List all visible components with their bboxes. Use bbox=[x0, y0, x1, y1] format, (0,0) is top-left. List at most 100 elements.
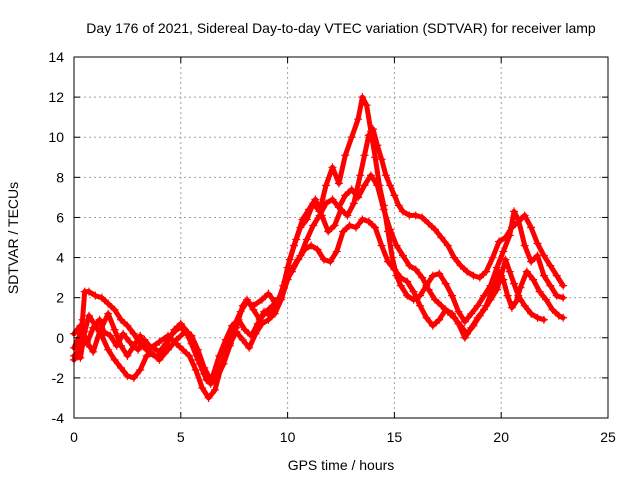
data-point bbox=[366, 171, 375, 180]
data-point bbox=[221, 335, 230, 344]
data-point bbox=[215, 351, 224, 360]
data-point bbox=[129, 341, 138, 350]
data-point bbox=[268, 301, 277, 310]
data-point bbox=[104, 309, 113, 318]
data-point bbox=[437, 301, 446, 310]
data-point bbox=[497, 271, 506, 280]
data-point bbox=[360, 181, 369, 190]
data-point bbox=[129, 373, 138, 382]
data-point bbox=[510, 279, 519, 288]
data-point bbox=[428, 271, 437, 280]
data-point bbox=[454, 319, 463, 328]
data-point bbox=[257, 295, 266, 304]
data-point bbox=[328, 163, 337, 172]
data-point bbox=[136, 339, 145, 348]
data-point bbox=[467, 323, 476, 332]
data-point bbox=[430, 225, 439, 234]
data-point bbox=[339, 227, 348, 236]
data-point bbox=[398, 251, 407, 260]
y-tick-label: 14 bbox=[48, 49, 64, 65]
data-point bbox=[527, 257, 536, 266]
data-point bbox=[501, 255, 510, 264]
data-point bbox=[437, 233, 446, 242]
data-point bbox=[78, 315, 87, 324]
data-point bbox=[206, 379, 215, 388]
data-point bbox=[403, 291, 412, 300]
data-point bbox=[512, 297, 521, 306]
data-point bbox=[116, 341, 125, 350]
data-point bbox=[373, 141, 382, 150]
data-point bbox=[486, 295, 495, 304]
data-point bbox=[501, 233, 510, 242]
data-point bbox=[193, 355, 202, 364]
data-point bbox=[473, 313, 482, 322]
data-point bbox=[264, 289, 273, 298]
data-point bbox=[422, 313, 431, 322]
series-line bbox=[71, 216, 547, 387]
data-point bbox=[326, 257, 335, 266]
data-point bbox=[398, 207, 407, 216]
data-point bbox=[552, 291, 561, 300]
data-point bbox=[546, 281, 555, 290]
x-tick-label: 20 bbox=[493, 429, 509, 445]
chart-title: Day 176 of 2021, Sidereal Day-to-day VTE… bbox=[86, 20, 596, 36]
y-tick-label: 0 bbox=[56, 330, 64, 346]
data-point bbox=[185, 351, 194, 360]
data-point bbox=[369, 125, 378, 134]
data-point bbox=[548, 305, 557, 314]
data-point bbox=[163, 345, 172, 354]
data-point bbox=[358, 215, 367, 224]
data-point bbox=[129, 329, 138, 338]
data-point bbox=[463, 267, 472, 276]
data-point bbox=[294, 255, 303, 264]
data-point bbox=[249, 305, 258, 314]
data-point bbox=[520, 241, 529, 250]
data-point bbox=[379, 205, 388, 214]
data-point bbox=[191, 365, 200, 374]
data-point bbox=[386, 181, 395, 190]
data-point bbox=[542, 295, 551, 304]
axis-ticks: 0 5 10 15 20 25 -4 -2 0 2 4 6 8 10 12 14 bbox=[48, 49, 616, 445]
data-point bbox=[405, 261, 414, 270]
data-point bbox=[499, 247, 508, 256]
data-point bbox=[219, 359, 228, 368]
data-point bbox=[298, 215, 307, 224]
data-point bbox=[394, 201, 403, 210]
data-point bbox=[347, 185, 356, 194]
data-point bbox=[311, 195, 320, 204]
data-point bbox=[204, 393, 213, 402]
data-point bbox=[488, 253, 497, 262]
data-point bbox=[495, 237, 504, 246]
data-point bbox=[539, 251, 548, 260]
data-point bbox=[371, 153, 380, 162]
data-point bbox=[225, 341, 234, 350]
data-point bbox=[362, 101, 371, 110]
data-point bbox=[428, 321, 437, 330]
data-point bbox=[503, 291, 512, 300]
data-point bbox=[232, 323, 241, 332]
data-point bbox=[264, 315, 273, 324]
data-point bbox=[300, 245, 309, 254]
x-tick-label: 0 bbox=[70, 429, 78, 445]
data-point bbox=[328, 195, 337, 204]
data-point bbox=[155, 347, 164, 356]
data-point bbox=[168, 329, 177, 338]
data-point bbox=[507, 303, 516, 312]
data-point bbox=[390, 191, 399, 200]
data-point bbox=[341, 151, 350, 160]
y-tick-label: -2 bbox=[52, 370, 65, 386]
data-point bbox=[514, 291, 523, 300]
data-point bbox=[535, 287, 544, 296]
data-point bbox=[74, 345, 83, 354]
data-point bbox=[554, 311, 563, 320]
data-point bbox=[123, 371, 132, 380]
data-point bbox=[507, 223, 516, 232]
data-point bbox=[334, 203, 343, 212]
data-point bbox=[178, 345, 187, 354]
data-point bbox=[181, 325, 190, 334]
data-point bbox=[116, 363, 125, 372]
data-point bbox=[319, 255, 328, 264]
data-point bbox=[520, 301, 529, 310]
data-point bbox=[354, 193, 363, 202]
